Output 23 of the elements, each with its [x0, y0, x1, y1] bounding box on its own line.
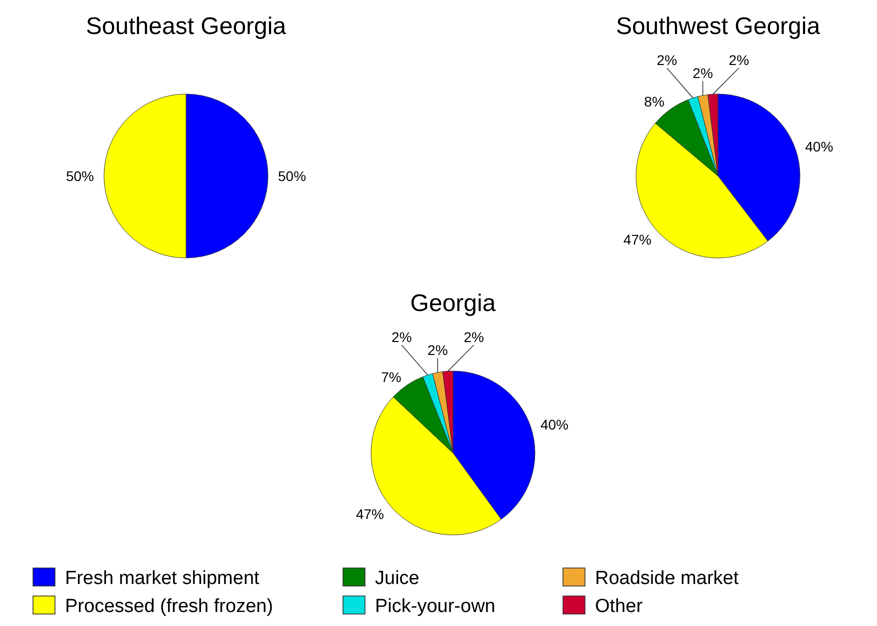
data-label: 47%	[623, 232, 652, 248]
data-label: 2%	[692, 65, 713, 81]
data-label: 2%	[728, 52, 750, 68]
legend-label: Roadside market	[595, 568, 740, 589]
chart-title: Georgia	[410, 290, 496, 317]
data-label: 40%	[540, 416, 569, 433]
data-label: 2%	[464, 329, 484, 345]
data-label: 50%	[66, 168, 94, 184]
data-label: 2%	[392, 329, 412, 345]
chart-title: Southeast Georgia	[86, 13, 287, 40]
data-label: 7%	[381, 368, 402, 385]
data-label: 2%	[428, 342, 448, 358]
data-label: 40%	[805, 138, 834, 154]
legend-label: Juice	[375, 568, 420, 589]
legend-label: Other	[595, 596, 644, 617]
data-label: 47%	[356, 506, 384, 522]
data-label: 8%	[644, 93, 664, 110]
legend-label: Fresh market shipment	[65, 568, 260, 589]
data-label: 50%	[278, 168, 306, 184]
legend-label: Processed (fresh frozen)	[65, 596, 274, 617]
legend-label: Pick-your-own	[375, 596, 496, 617]
data-label: 2%	[656, 52, 678, 68]
chart-title: Southwest Georgia	[616, 13, 821, 40]
